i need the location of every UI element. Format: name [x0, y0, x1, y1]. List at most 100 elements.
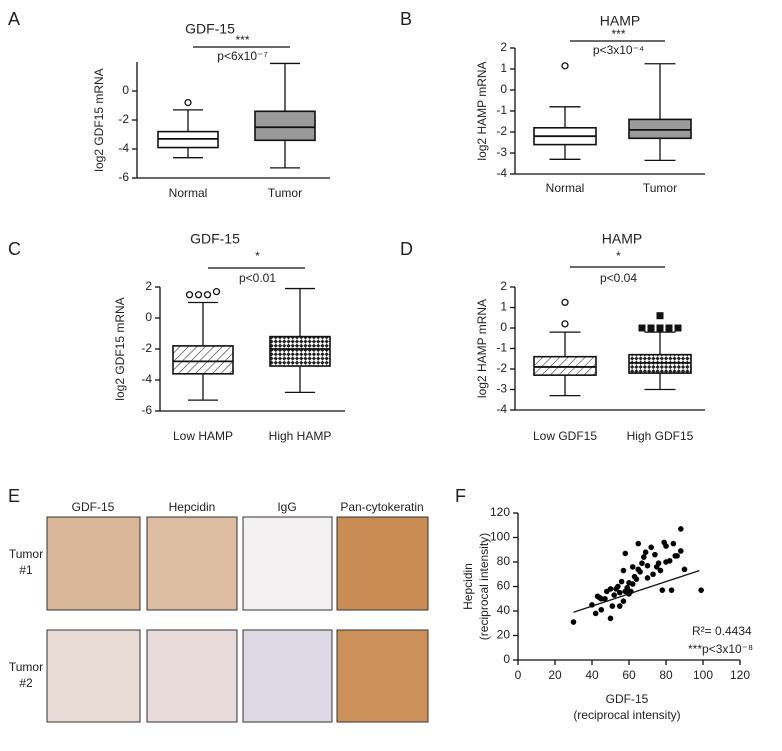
point [620, 598, 627, 604]
point [620, 567, 627, 574]
y-tick-label: -2 [141, 341, 152, 355]
y-tick-label: 100 [490, 530, 510, 544]
y-tick-label: -1 [496, 341, 507, 355]
y-tick-label: -6 [141, 403, 152, 417]
outlier [194, 291, 203, 299]
y-tick-label: 2 [500, 40, 507, 54]
y-axis-label: log2 GDF15 mRNA [92, 68, 106, 171]
point [602, 595, 608, 602]
point [641, 554, 647, 560]
point [655, 560, 662, 567]
x-tick-label: 20 [548, 668, 562, 682]
panel-letter: C [8, 239, 21, 259]
outlier [184, 98, 192, 107]
outlier [665, 324, 673, 332]
panel-letter: B [400, 9, 412, 29]
chart-title: HAMP [600, 13, 640, 29]
y-tick-label: 0 [145, 310, 152, 324]
panel-letter: F [455, 486, 466, 506]
y-tick-label: -2 [496, 124, 507, 138]
point [668, 587, 675, 593]
p-value: p<3x10⁻⁴ [593, 43, 644, 57]
x-axis-label: (reciprocal intensity) [573, 708, 680, 722]
y-tick-label: 0 [500, 82, 507, 96]
outlier [674, 324, 682, 332]
annotation: R²= 0.4434 [692, 624, 752, 638]
x-axis-label: GDF-15 [606, 692, 649, 706]
point [633, 576, 640, 582]
x-tick-label: Tumor [643, 181, 677, 195]
significance: *** [611, 27, 625, 41]
chart-title: GDF-15 [185, 21, 235, 37]
significance: *** [235, 33, 249, 47]
y-tick-label: -2 [118, 112, 129, 126]
p-value: p<0.01 [239, 271, 276, 285]
point [659, 587, 666, 593]
significance: * [616, 249, 621, 263]
point [644, 575, 651, 581]
point [652, 551, 658, 558]
outlier [638, 324, 646, 332]
y-axis-label: log2 HAMP mRNA [475, 61, 489, 160]
point [678, 548, 684, 554]
y-tick-label: 120 [490, 505, 510, 519]
point [616, 603, 623, 609]
outlier [656, 324, 664, 332]
significance: * [255, 249, 260, 263]
point [629, 564, 636, 570]
x-tick-label: High GDF15 [627, 429, 694, 443]
y-tick-label: 0 [500, 320, 507, 334]
outlier [185, 291, 194, 299]
panel-letter: A [8, 9, 20, 29]
y-tick-label: -4 [496, 166, 507, 180]
y-tick-label: 1 [500, 61, 507, 75]
point [635, 540, 642, 547]
panel-letter: D [400, 239, 413, 259]
y-axis-label: log2 GDF15 mRNA [113, 297, 127, 400]
box [628, 118, 692, 140]
box [628, 353, 692, 374]
box [172, 345, 234, 375]
box [269, 335, 331, 367]
row-label: #1 [19, 563, 33, 577]
point [598, 606, 605, 613]
column-header: Pan-cytokeratin [340, 500, 423, 514]
y-tick-label: 60 [497, 579, 511, 593]
row-label: #2 [19, 676, 33, 690]
y-tick-label: 0 [503, 652, 510, 666]
point [629, 581, 636, 587]
x-tick-label: 120 [730, 668, 750, 682]
p-value: p<6x10⁻⁷ [217, 49, 267, 63]
point [607, 615, 614, 622]
y-axis-label: (reciprocal intensity) [477, 533, 491, 640]
y-axis-label: log2 HAMP mRNA [475, 299, 489, 398]
y-tick-label: -3 [496, 145, 507, 159]
point [644, 562, 651, 569]
panel-e-images [46, 516, 429, 723]
box [533, 355, 597, 376]
outlier [212, 287, 221, 296]
point [607, 586, 614, 592]
point [637, 569, 643, 575]
y-tick-label: -1 [496, 103, 507, 117]
box [254, 110, 316, 142]
point [570, 619, 577, 625]
point [639, 560, 645, 567]
point [592, 610, 599, 617]
point [678, 526, 684, 532]
p-value: p<0.04 [600, 271, 637, 285]
y-tick-label: -6 [118, 170, 129, 184]
point [670, 540, 677, 547]
outlier [561, 298, 569, 307]
point [642, 549, 649, 555]
y-tick-label: 40 [497, 603, 511, 617]
point [657, 567, 664, 574]
point [618, 578, 625, 585]
y-tick-label: -4 [118, 141, 129, 155]
column-header: GDF-15 [72, 500, 115, 514]
x-tick-label: 100 [693, 668, 713, 682]
outlier [656, 312, 664, 320]
point [609, 603, 616, 609]
outlier [203, 291, 212, 299]
